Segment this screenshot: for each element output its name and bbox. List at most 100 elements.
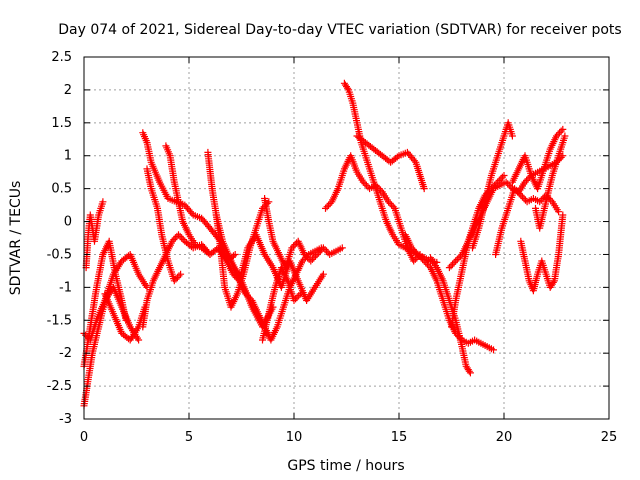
data-point [559,125,567,133]
data-point [554,130,562,138]
data-point [466,369,474,377]
data-point [230,252,237,260]
data-point [293,293,301,301]
data-point [325,201,333,209]
data-point [322,204,329,212]
data-point [307,257,315,265]
data-point [338,244,346,252]
data-point [453,255,461,263]
data-point [179,236,187,244]
data-point [410,157,418,165]
data-point [449,260,456,268]
data-point [292,295,300,303]
y-tick-label: -1 [59,280,72,295]
data-point [172,275,180,283]
data-point [323,203,331,211]
data-point [302,252,310,260]
data-point [178,234,186,242]
data-point [536,198,544,206]
data-point [504,180,512,188]
data-point [122,316,130,324]
data-point [420,185,428,193]
data-point [288,244,296,252]
data-point [417,254,425,262]
data-point [173,274,181,281]
data-point [507,183,515,191]
data-point [420,257,428,265]
data-point [177,270,185,278]
x-tick-label: 0 [80,430,88,445]
data-point [170,236,178,244]
data-point [313,251,321,258]
data-point [423,260,431,268]
ticks-layer: 0 5 10 15 20 25 -3 -2.5 -2 -1.5 -1 -0.5 0 0.5 1 1.5 2 2.5 [47,50,618,445]
y-tick-label: -3 [59,412,72,427]
data-point [171,234,179,242]
y-tick-label: -2.5 [47,379,72,394]
data-point [502,178,510,186]
series-arc-14 [259,264,304,344]
data-point [520,195,528,202]
data-point [243,292,251,300]
series-arc-25 [517,211,567,295]
data-point [555,208,563,216]
data-point [135,336,143,344]
data-point [559,211,567,219]
x-tick-label: 15 [391,430,408,445]
data-point [176,232,184,240]
series-arc-12 [212,211,327,304]
data-point [414,251,422,258]
data-point [419,255,427,263]
data-point [361,180,369,188]
data-point [319,244,327,252]
data-point [393,153,401,161]
series-arc-3 [80,237,130,370]
chart-title: Day 074 of 2021, Sidereal Day-to-day VTE… [58,22,621,38]
data-point [561,132,569,140]
data-point [450,259,458,267]
data-point [523,176,531,184]
data-point [409,246,417,253]
data-point [265,198,273,206]
data-point [245,293,253,301]
series-arc-20 [448,172,508,331]
data-point [319,270,327,278]
data-point [204,249,212,257]
data-point [410,257,418,265]
data-point [344,84,352,92]
data-point [301,251,308,258]
data-point [445,264,453,272]
data-point [411,255,419,263]
series-arc-19 [427,254,474,377]
y-tick-label: -0.5 [47,247,72,262]
data-point [447,262,455,270]
data-point [500,172,508,179]
series-arc-22 [469,119,516,252]
data-point [389,203,397,211]
data-point [310,254,318,262]
y-tick-label: 2.5 [51,50,72,65]
data-point [312,252,319,260]
data-point [175,231,182,239]
data-point [170,277,178,285]
data-point [316,247,324,255]
data-point [298,257,306,265]
data-point [411,247,419,255]
data-point [497,175,505,183]
points-layer [80,79,569,410]
data-point [242,290,250,298]
x-tick-label: 5 [185,430,193,445]
data-point [385,198,392,206]
data-point [295,292,303,300]
series-arc-26 [532,132,569,232]
data-point [549,278,557,286]
y-tick-label: 1 [64,149,72,164]
data-point [498,173,506,181]
data-point [514,188,522,196]
x-tick-label: 20 [496,430,513,445]
data-point [557,127,565,135]
series-arc-17 [353,132,428,193]
plot-frame [83,56,610,420]
data-point [206,251,214,258]
y-axis-label: SDTVAR / TECUs [8,181,24,296]
